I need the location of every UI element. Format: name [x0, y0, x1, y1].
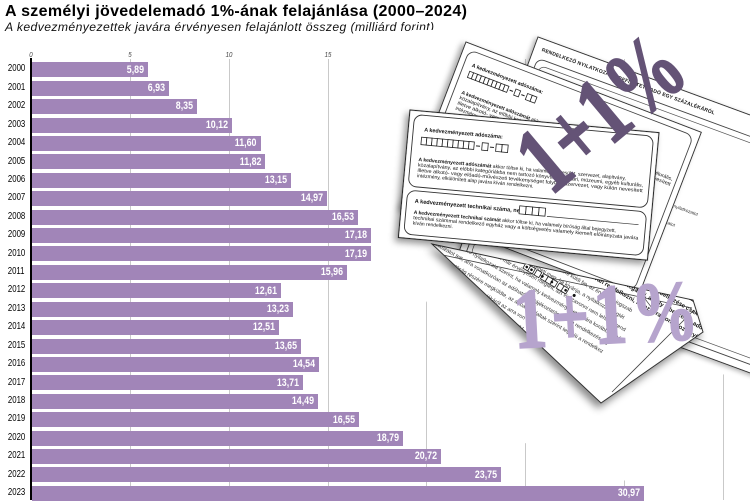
svg-text:1+1%: 1+1%	[511, 263, 705, 366]
svg-text:kíván rendelkezni.: kíván rendelkezni.	[412, 221, 453, 231]
